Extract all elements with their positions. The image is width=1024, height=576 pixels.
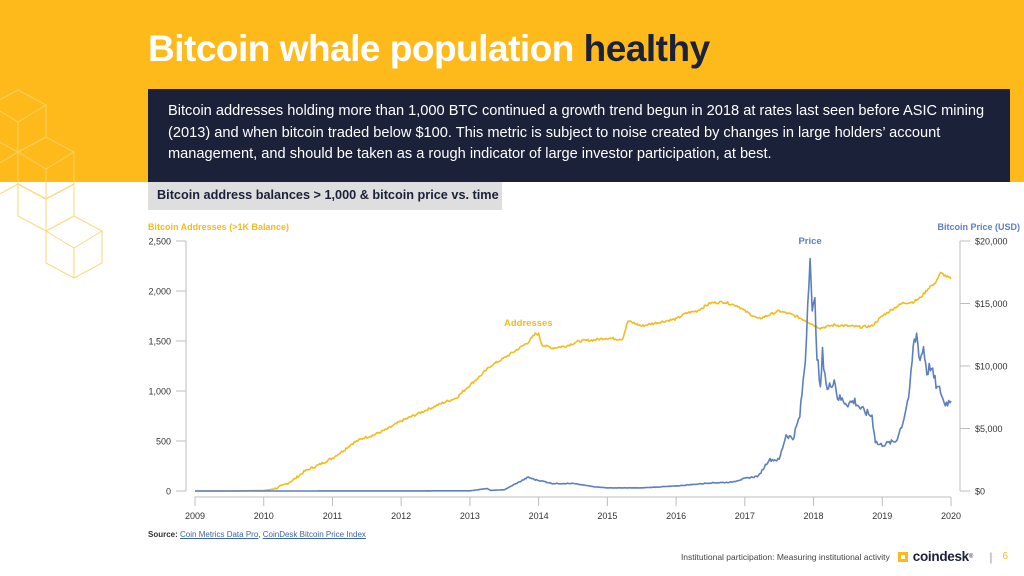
cube-decoration-icon	[0, 89, 103, 279]
footer-text: Institutional participation: Measuring i…	[680, 551, 890, 562]
right-axis-tick-label: $20,000	[975, 237, 1008, 247]
x-axis-tick-label: 2019	[872, 511, 892, 521]
annotation-addresses: Addresses	[504, 318, 553, 329]
right-axis-title: Bitcoin Price (USD)	[937, 222, 1020, 232]
x-axis-tick-label: 2014	[529, 511, 549, 521]
coindesk-logo-icon	[897, 551, 908, 562]
right-axis-tick-label: $15,000	[975, 299, 1008, 309]
page-number: 6	[1002, 551, 1008, 562]
description-text: Bitcoin addresses holding more than 1,00…	[168, 103, 985, 162]
source-note: Source: Coin Metrics Data Pro, CoinDesk …	[148, 530, 366, 539]
x-axis-tick-label: 2010	[254, 511, 274, 521]
source-label: Source:	[148, 530, 178, 539]
series-line-addresses	[195, 271, 952, 492]
right-axis-tick-label: $10,000	[975, 362, 1008, 372]
right-axis-tick-label: $0	[975, 487, 985, 497]
series-line-price	[195, 257, 952, 492]
x-axis-tick-label: 2012	[391, 511, 411, 521]
registered-mark: ®	[968, 553, 974, 560]
source-link-coinmetrics[interactable]: Coin Metrics Data Pro	[180, 530, 259, 539]
left-axis-tick-label: 2,500	[148, 237, 171, 247]
title-light: Bitcoin whale population	[148, 28, 574, 69]
annotation-price: Price	[798, 236, 821, 247]
page-separator: |	[989, 549, 993, 564]
left-axis-tick-label: 1,500	[148, 337, 171, 347]
coindesk-logo-text: coindesk	[912, 549, 969, 564]
left-axis-title: Bitcoin Addresses (>1K Balance)	[148, 222, 289, 232]
page-title: Bitcoin whale population healthy	[148, 28, 710, 70]
x-axis-tick-label: 2011	[323, 511, 342, 521]
x-axis-tick-label: 2013	[460, 511, 480, 521]
x-axis-tick-label: 2009	[185, 511, 205, 521]
title-dark: healthy	[583, 28, 711, 69]
x-axis-tick-label: 2018	[804, 511, 824, 521]
left-axis-tick-label: 1,000	[148, 387, 171, 397]
left-axis-tick-label: 0	[166, 487, 171, 497]
source-separator: ,	[258, 530, 263, 539]
description-box: Bitcoin addresses holding more than 1,00…	[148, 89, 1010, 182]
x-axis-tick-label: 2015	[597, 511, 617, 521]
x-axis-tick-label: 2020	[941, 511, 961, 521]
x-axis-tick-label: 2017	[735, 511, 755, 521]
chart-title: Bitcoin address balances > 1,000 & bitco…	[148, 182, 502, 210]
left-axis-tick-label: 2,000	[148, 287, 171, 297]
left-axis-tick-label: 500	[156, 437, 171, 447]
x-axis-tick-label: 2016	[666, 511, 686, 521]
right-axis-tick-label: $5,000	[975, 424, 1003, 434]
source-link-coindesk-bpi[interactable]: CoinDesk Bitcoin Price Index	[262, 530, 366, 539]
footer: Institutional participation: Measuring i…	[681, 549, 1008, 564]
